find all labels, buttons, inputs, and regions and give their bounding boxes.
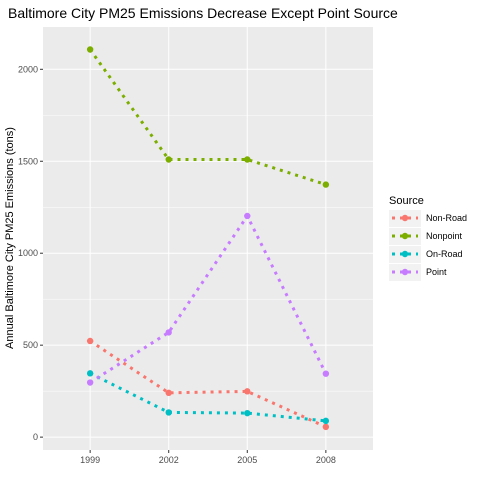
data-point-nonpoint [86, 46, 94, 53]
legend-label-nonpoint: Nonpoint [426, 231, 463, 241]
y-axis-title: Annual Baltimore City PM25 Emissions (to… [4, 127, 16, 349]
legend-point-non-road [401, 214, 409, 222]
legend-point-point [401, 268, 409, 276]
legend-label-point: Point [426, 267, 447, 277]
y-axis: 0 500 1000 1500 2000 [18, 64, 43, 442]
legend-item-point: Point [389, 264, 447, 281]
data-point-on-road [86, 370, 94, 377]
data-point-non-road [86, 337, 94, 345]
minor-gridlines [43, 115, 373, 392]
series-line-point [89, 213, 328, 384]
legend-point-on-road [401, 250, 409, 258]
data-point-nonpoint [165, 156, 172, 163]
series-layer [86, 46, 330, 431]
legend-point-nonpoint [401, 232, 409, 240]
legend-label-non-road: Non-Road [426, 213, 467, 223]
y-tick-label: 500 [23, 340, 38, 350]
x-tick-label: 2005 [237, 455, 257, 465]
data-point-nonpoint [322, 181, 330, 188]
data-point-point [86, 379, 94, 386]
data-point-nonpoint [244, 156, 251, 163]
data-point-non-road [244, 388, 251, 395]
y-tick-label: 1500 [18, 156, 38, 166]
legend-item-non-road: Non-Road [389, 210, 467, 227]
y-tick-label: 0 [33, 432, 38, 442]
data-point-on-road [244, 409, 251, 417]
y-tick-label: 1000 [18, 248, 38, 258]
x-tick-label: 2008 [316, 455, 336, 465]
legend: Source Non-Road Nonpoint On-Road Point [389, 195, 467, 281]
plot-panel [43, 27, 373, 450]
data-point-point [322, 370, 330, 377]
legend-item-nonpoint: Nonpoint [389, 228, 463, 245]
x-axis: 1999 2002 2005 2008 [80, 450, 336, 465]
x-tick-label: 1999 [80, 455, 100, 465]
y-tick-label: 2000 [18, 64, 38, 74]
data-point-on-road [322, 417, 330, 425]
data-point-non-road [322, 423, 330, 431]
data-point-point [165, 329, 172, 336]
x-tick-label: 2002 [159, 455, 179, 465]
legend-title: Source [389, 195, 424, 207]
data-point-on-road [165, 409, 172, 416]
legend-item-on-road: On-Road [389, 246, 463, 263]
data-point-non-road [165, 389, 172, 397]
chart-title: Baltimore City PM25 Emissions Decrease E… [8, 5, 398, 21]
data-point-point [244, 212, 251, 220]
legend-label-on-road: On-Road [426, 249, 463, 259]
